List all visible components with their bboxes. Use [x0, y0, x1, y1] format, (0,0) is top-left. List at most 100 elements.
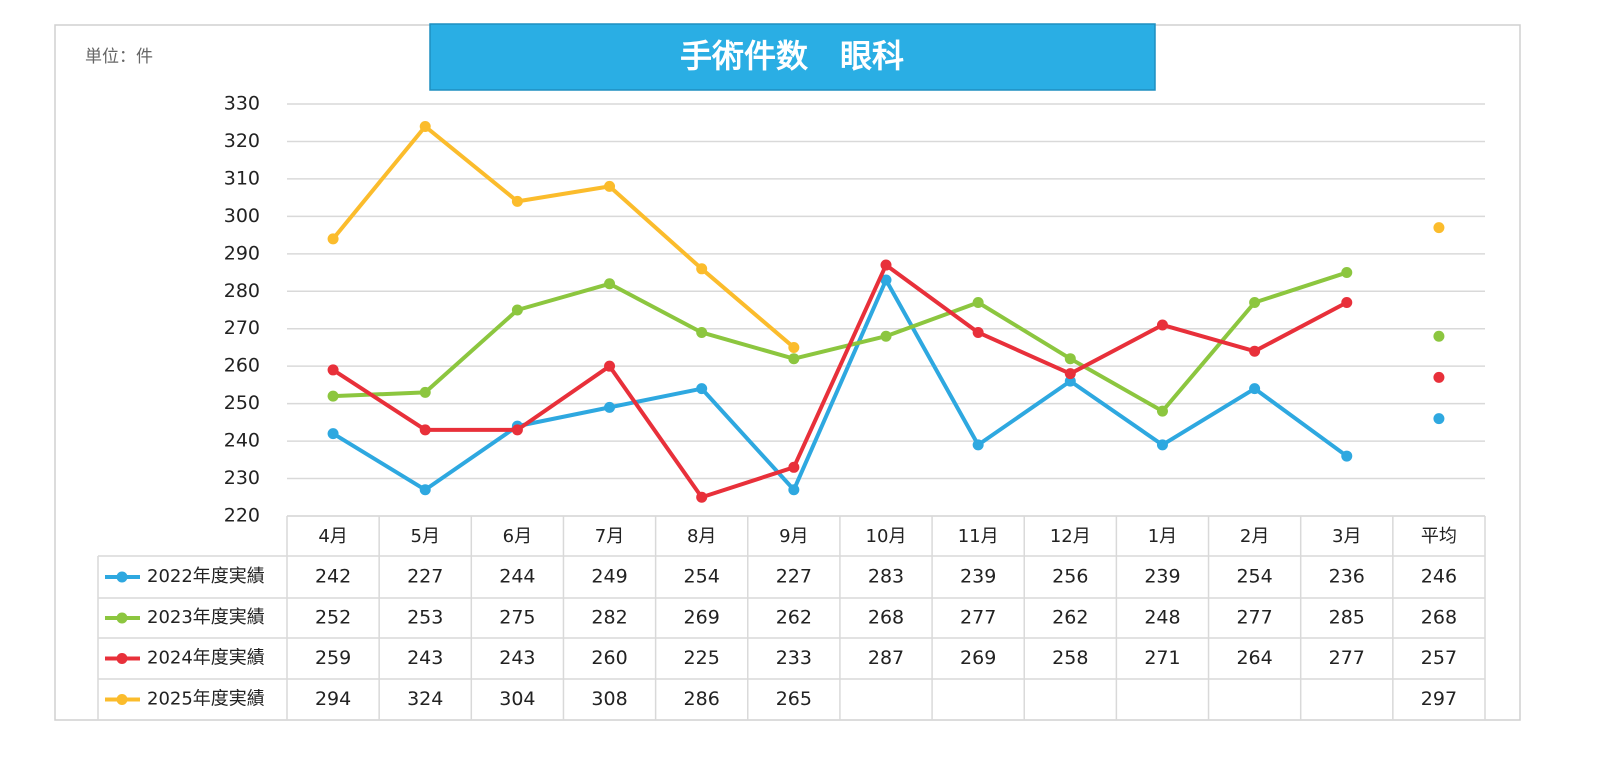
- data-point: [604, 401, 616, 413]
- data-point: [1433, 371, 1445, 383]
- table-value: 254: [684, 566, 720, 588]
- table-value: 277: [1236, 607, 1272, 629]
- table-value: 286: [684, 688, 720, 710]
- table-value: 254: [1236, 566, 1272, 588]
- data-point: [1156, 319, 1168, 331]
- table-value: 242: [315, 566, 351, 588]
- table-value: 269: [684, 607, 720, 629]
- title-box: [429, 23, 1156, 91]
- data-point: [1064, 368, 1076, 380]
- data-point: [1433, 222, 1445, 234]
- data-point: [1249, 345, 1261, 357]
- y-tick-label: 230: [224, 467, 260, 489]
- data-point: [696, 326, 708, 338]
- table-value: 265: [776, 688, 812, 710]
- table-value: 308: [591, 688, 627, 710]
- data-point: [1156, 405, 1168, 417]
- x-tick-label: 6月: [503, 526, 532, 547]
- unit-label: 単位：件: [85, 47, 153, 67]
- table-value: 258: [1052, 647, 1088, 669]
- data-point: [1341, 267, 1353, 279]
- table-value: 294: [315, 688, 351, 710]
- y-tick-label: 250: [224, 392, 260, 414]
- table-value: 243: [499, 647, 535, 669]
- series-line: [331, 124, 796, 349]
- data-point: [788, 461, 800, 473]
- legend-marker: [116, 653, 128, 664]
- table-value: 262: [776, 607, 812, 629]
- table-value: 260: [591, 647, 627, 669]
- data-point: [1249, 383, 1261, 395]
- x-tick-label: 8月: [687, 526, 716, 547]
- data-point: [604, 360, 616, 372]
- y-tick-label: 290: [224, 242, 260, 264]
- x-tick-label: 11月: [958, 526, 999, 547]
- data-point: [511, 304, 523, 316]
- table-value: 287: [868, 647, 904, 669]
- data-point: [327, 233, 339, 245]
- x-tick-label: 7月: [595, 526, 624, 547]
- table-value: 257: [1421, 647, 1457, 669]
- y-tick-label: 320: [224, 130, 260, 152]
- data-point: [1249, 297, 1261, 309]
- table-value: 297: [1421, 688, 1457, 710]
- table-value: 268: [868, 607, 904, 629]
- data-point: [880, 274, 892, 286]
- data-point: [788, 353, 800, 365]
- data-point: [972, 297, 984, 309]
- data-point: [604, 278, 616, 290]
- table-value: 268: [1421, 607, 1457, 629]
- table-value: 277: [960, 607, 996, 629]
- table-value: 324: [407, 688, 443, 710]
- legend-label: 2025年度実績: [147, 689, 265, 710]
- data-point: [1433, 413, 1445, 425]
- table-value: 252: [315, 607, 351, 629]
- legend-label: 2023年度実績: [147, 607, 265, 628]
- x-tick-label: 12月: [1050, 526, 1091, 547]
- table-value: 269: [960, 647, 996, 669]
- legend-label: 2024年度実績: [147, 648, 265, 669]
- table-value: 262: [1052, 607, 1088, 629]
- data-point: [696, 491, 708, 503]
- table-value: 282: [591, 607, 627, 629]
- y-tick-label: 260: [224, 355, 260, 377]
- legend-label: 2022年度実績: [147, 566, 265, 587]
- table-value: 239: [960, 566, 996, 588]
- table-value: 259: [315, 647, 351, 669]
- table-value: 253: [407, 607, 443, 629]
- table-value: 246: [1421, 566, 1457, 588]
- x-tick-label: 平均: [1421, 526, 1457, 547]
- series-line: [332, 270, 1348, 414]
- data-point: [696, 263, 708, 275]
- x-tick-label: 1月: [1148, 526, 1177, 547]
- data-point: [1156, 439, 1168, 451]
- data-point: [419, 120, 431, 132]
- data-point: [972, 439, 984, 451]
- data-point: [1341, 297, 1353, 309]
- data-point: [604, 180, 616, 192]
- data-point: [511, 195, 523, 207]
- x-tick-label: 3月: [1332, 526, 1361, 547]
- legend-marker: [116, 571, 128, 583]
- y-tick-label: 330: [224, 93, 260, 115]
- table-value: 233: [776, 647, 812, 669]
- table-value: 236: [1329, 566, 1365, 588]
- y-tick-label: 240: [224, 430, 260, 452]
- data-point: [1433, 330, 1445, 342]
- y-tick-label: 310: [224, 167, 260, 189]
- table-value: 277: [1329, 647, 1365, 669]
- x-tick-label: 9月: [779, 526, 808, 547]
- data-point: [880, 330, 892, 342]
- data-point: [419, 424, 431, 436]
- table-value: 225: [684, 647, 720, 669]
- table-value: 271: [1144, 647, 1180, 669]
- data-point: [327, 364, 339, 376]
- data-point: [511, 424, 523, 436]
- series-line: [332, 278, 1348, 492]
- table-value: 227: [407, 566, 443, 588]
- table-value: 285: [1329, 607, 1365, 629]
- data-point: [419, 484, 431, 496]
- data-point: [788, 484, 800, 496]
- table-value: 264: [1236, 647, 1272, 669]
